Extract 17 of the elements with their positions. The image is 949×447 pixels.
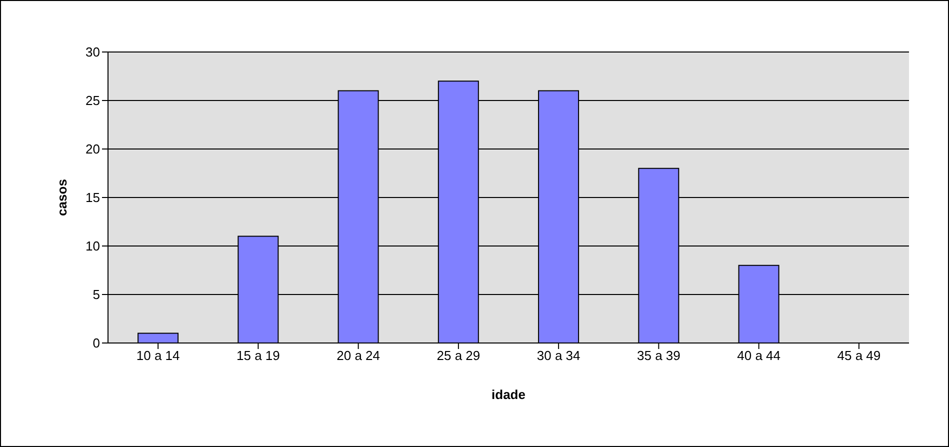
x-tick-label: 10 a 14 — [136, 348, 180, 364]
x-tick-label: 20 a 24 — [336, 348, 380, 364]
x-axis-title: idade — [492, 387, 526, 402]
x-tick-label: 15 a 19 — [236, 348, 280, 364]
y-axis-title: casos — [54, 179, 70, 216]
y-tick-label: 5 — [92, 287, 100, 302]
x-tick-label: 45 a 49 — [837, 348, 881, 364]
y-tick-label: 25 — [86, 93, 100, 108]
x-tick-label: 35 a 39 — [637, 348, 680, 364]
y-tick-label: 30 — [86, 44, 100, 60]
x-tick-label: 30 a 34 — [536, 348, 580, 364]
x-tick-label: 40 a 44 — [737, 348, 780, 364]
y-tick-label: 0 — [92, 336, 100, 351]
y-tick-label: 10 — [86, 238, 100, 254]
x-tick-label: 25 a 29 — [436, 348, 480, 364]
y-tick-label: 15 — [86, 190, 100, 206]
y-tick-label: 20 — [86, 142, 100, 157]
